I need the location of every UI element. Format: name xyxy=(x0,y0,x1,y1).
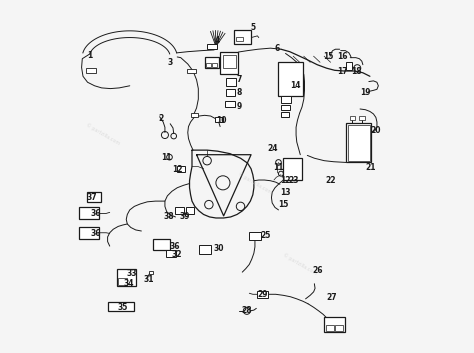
Bar xyxy=(281,96,292,103)
Text: 29: 29 xyxy=(257,290,267,299)
Bar xyxy=(324,317,345,332)
Text: 16: 16 xyxy=(337,53,348,61)
Text: 31: 31 xyxy=(143,275,154,284)
Bar xyxy=(359,116,365,120)
Text: 1: 1 xyxy=(87,51,92,60)
Bar xyxy=(191,113,198,118)
Bar xyxy=(108,302,134,311)
Bar xyxy=(206,63,210,67)
Bar xyxy=(348,125,370,161)
Text: © partzilla.com: © partzilla.com xyxy=(85,122,121,146)
Bar xyxy=(175,207,184,215)
Text: 34: 34 xyxy=(123,279,134,288)
Bar xyxy=(187,68,196,73)
Bar xyxy=(149,271,153,274)
Bar xyxy=(326,325,334,330)
Text: 25: 25 xyxy=(261,231,271,240)
Text: 39: 39 xyxy=(180,213,190,221)
Bar xyxy=(215,117,223,122)
Bar xyxy=(205,57,219,68)
Bar xyxy=(283,158,302,180)
Text: 38: 38 xyxy=(163,213,174,221)
Text: 11: 11 xyxy=(161,152,171,162)
Bar xyxy=(177,166,185,172)
Text: 6: 6 xyxy=(275,44,280,53)
Text: 19: 19 xyxy=(360,88,371,97)
Bar xyxy=(226,78,237,86)
Bar xyxy=(80,227,99,239)
Text: 36: 36 xyxy=(91,229,101,238)
Text: 36: 36 xyxy=(91,209,101,218)
Text: 10: 10 xyxy=(216,116,227,125)
Bar xyxy=(346,61,352,70)
Bar xyxy=(153,239,170,250)
Text: 17: 17 xyxy=(337,66,348,76)
Text: 15: 15 xyxy=(323,53,334,61)
Bar xyxy=(281,112,289,118)
Text: 32: 32 xyxy=(171,250,182,259)
Text: 3: 3 xyxy=(168,58,173,67)
Text: 2: 2 xyxy=(159,114,164,123)
Bar xyxy=(237,37,243,42)
Text: 30: 30 xyxy=(213,244,224,253)
Text: 18: 18 xyxy=(351,66,362,76)
Text: 13: 13 xyxy=(280,188,291,197)
Bar xyxy=(166,250,176,257)
Text: 33: 33 xyxy=(127,269,137,278)
Bar xyxy=(336,325,343,330)
Bar xyxy=(212,63,217,67)
Bar xyxy=(80,207,99,220)
Text: © partzilla.com: © partzilla.com xyxy=(237,172,273,196)
Bar xyxy=(281,105,290,110)
Bar xyxy=(249,232,261,240)
Bar xyxy=(86,67,96,73)
Bar xyxy=(225,101,235,107)
Bar xyxy=(223,55,236,68)
Bar xyxy=(220,52,238,74)
Text: 5: 5 xyxy=(250,23,255,31)
Text: 36: 36 xyxy=(169,241,180,251)
Text: 21: 21 xyxy=(365,163,376,172)
Text: 23: 23 xyxy=(288,175,299,185)
Bar xyxy=(87,192,101,202)
Text: 20: 20 xyxy=(371,126,381,135)
Text: 11: 11 xyxy=(273,163,284,172)
Text: 9: 9 xyxy=(236,102,241,111)
Text: 28: 28 xyxy=(242,306,252,315)
Bar xyxy=(346,123,371,162)
Text: 12: 12 xyxy=(172,165,182,174)
Text: 27: 27 xyxy=(326,293,337,302)
Bar xyxy=(279,62,303,96)
Bar xyxy=(118,279,127,285)
Bar xyxy=(234,30,251,43)
Text: 15: 15 xyxy=(278,200,289,209)
Bar xyxy=(186,207,194,215)
Text: 24: 24 xyxy=(267,144,277,153)
Text: 22: 22 xyxy=(325,175,336,185)
Text: 4: 4 xyxy=(215,36,220,44)
Text: © partzilla.com: © partzilla.com xyxy=(283,252,318,276)
Bar xyxy=(199,245,211,254)
Bar xyxy=(117,269,136,286)
Text: 8: 8 xyxy=(236,88,241,97)
Text: 35: 35 xyxy=(118,303,128,312)
Text: 37: 37 xyxy=(87,193,98,202)
Bar xyxy=(227,89,235,96)
Text: 7: 7 xyxy=(236,75,241,84)
Text: 26: 26 xyxy=(312,266,322,275)
Bar xyxy=(207,43,217,49)
Text: 14: 14 xyxy=(290,80,300,90)
Text: 12: 12 xyxy=(280,175,291,185)
Bar xyxy=(349,116,355,120)
Bar xyxy=(257,291,268,298)
